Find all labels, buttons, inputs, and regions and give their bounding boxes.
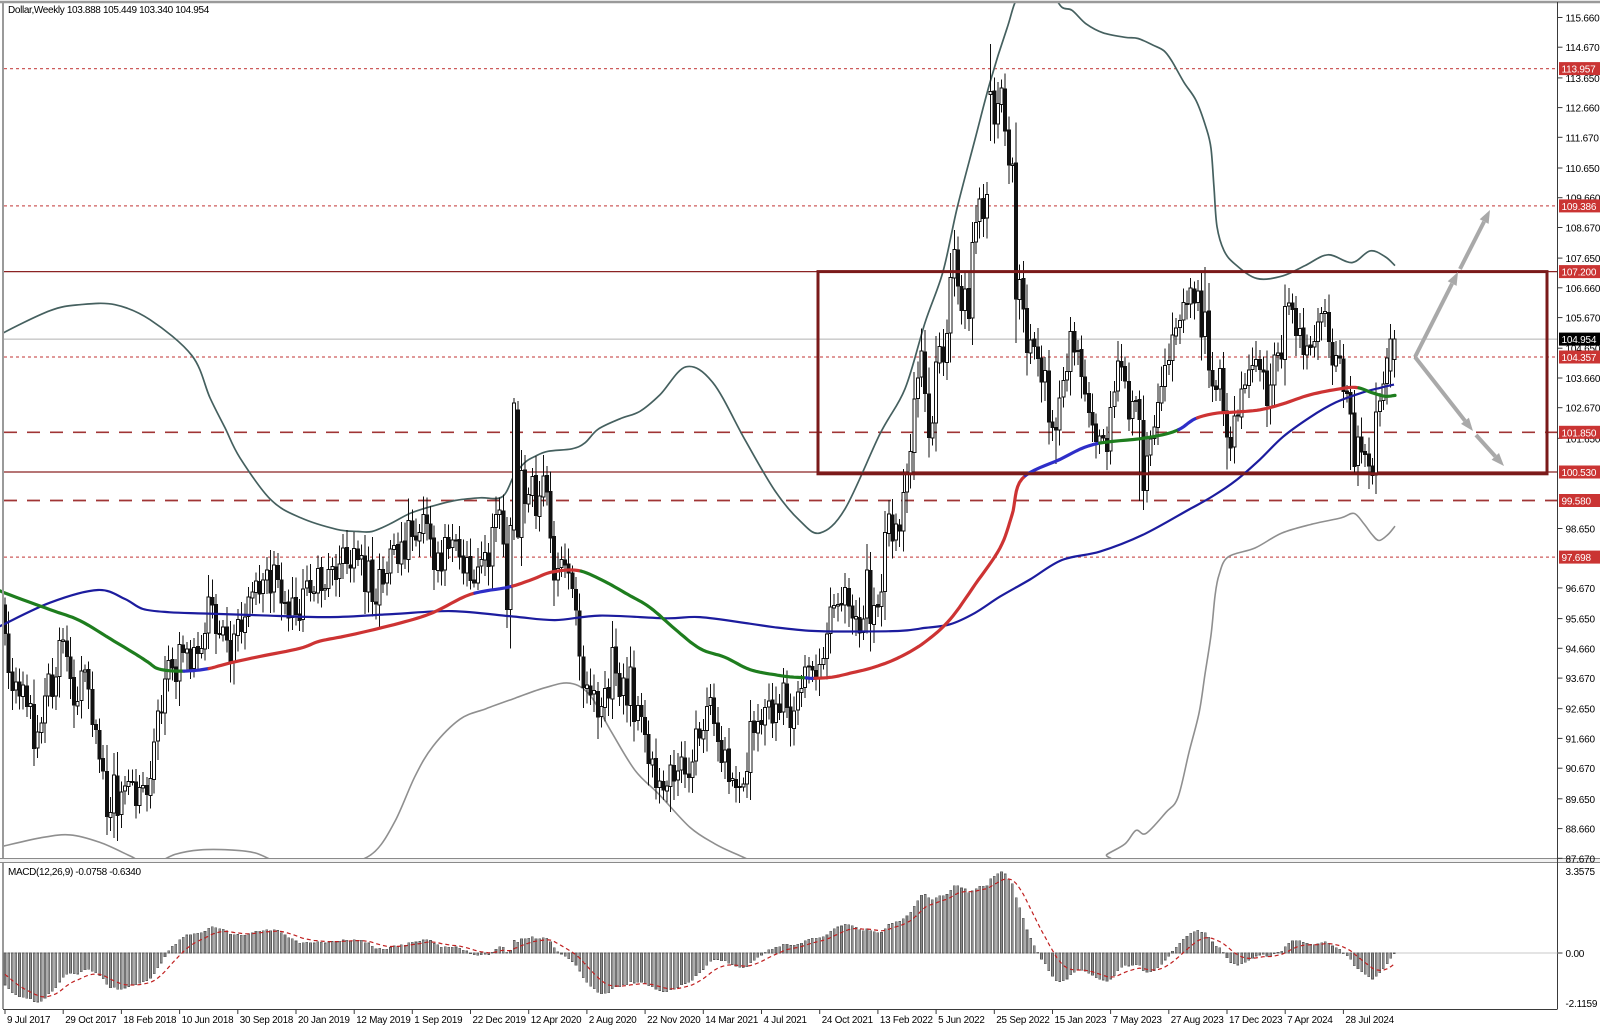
svg-text:14 Mar 2021: 14 Mar 2021 (705, 1015, 758, 1026)
svg-text:18 Feb 2018: 18 Feb 2018 (123, 1015, 177, 1026)
svg-text:107.650: 107.650 (1566, 254, 1600, 265)
svg-text:104.954: 104.954 (1562, 335, 1597, 346)
svg-text:94.660: 94.660 (1566, 644, 1596, 655)
svg-text:30 Sep 2018: 30 Sep 2018 (240, 1015, 294, 1026)
svg-text:24 Oct 2021: 24 Oct 2021 (822, 1015, 873, 1026)
svg-text:115.660: 115.660 (1566, 14, 1600, 25)
svg-text:112.660: 112.660 (1566, 104, 1600, 115)
svg-text:0.00: 0.00 (1566, 949, 1585, 960)
svg-text:101.650: 101.650 (1566, 434, 1600, 445)
svg-text:105.670: 105.670 (1566, 314, 1600, 325)
svg-text:5 Jun 2022: 5 Jun 2022 (938, 1015, 984, 1026)
svg-text:15 Jan 2023: 15 Jan 2023 (1055, 1015, 1107, 1026)
svg-text:7 Apr 2024: 7 Apr 2024 (1287, 1015, 1333, 1026)
svg-text:91.660: 91.660 (1566, 734, 1596, 745)
svg-text:27 Aug 2023: 27 Aug 2023 (1171, 1015, 1225, 1026)
svg-text:89.650: 89.650 (1566, 795, 1596, 806)
svg-text:110.650: 110.650 (1566, 164, 1600, 175)
svg-text:108.670: 108.670 (1566, 224, 1600, 235)
svg-text:95.650: 95.650 (1566, 615, 1596, 626)
svg-text:22 Dec 2019: 22 Dec 2019 (473, 1015, 526, 1026)
svg-text:92.650: 92.650 (1566, 705, 1596, 716)
svg-text:103.660: 103.660 (1566, 374, 1600, 385)
svg-text:106.660: 106.660 (1566, 284, 1600, 295)
svg-text:111.670: 111.670 (1566, 133, 1600, 144)
svg-text:113.957: 113.957 (1562, 65, 1597, 76)
svg-text:104.650: 104.650 (1566, 344, 1600, 355)
svg-text:4 Jul 2021: 4 Jul 2021 (764, 1015, 807, 1026)
svg-text:7 May 2023: 7 May 2023 (1113, 1015, 1163, 1026)
svg-text:102.670: 102.670 (1566, 404, 1600, 415)
svg-text:28 Jul 2024: 28 Jul 2024 (1345, 1015, 1394, 1026)
svg-text:99.580: 99.580 (1562, 497, 1592, 508)
svg-text:97.698: 97.698 (1562, 553, 1592, 564)
svg-text:MACD(12,26,9) -0.0758 -0.6340: MACD(12,26,9) -0.0758 -0.6340 (8, 867, 141, 878)
svg-text:1 Sep 2019: 1 Sep 2019 (414, 1015, 462, 1026)
svg-text:25 Sep 2022: 25 Sep 2022 (996, 1015, 1049, 1026)
svg-text:9 Jul 2017: 9 Jul 2017 (7, 1015, 50, 1026)
svg-text:12 May 2019: 12 May 2019 (356, 1015, 410, 1026)
svg-text:17 Dec 2023: 17 Dec 2023 (1229, 1015, 1283, 1026)
svg-text:98.650: 98.650 (1566, 525, 1596, 536)
svg-text:-2.1159: -2.1159 (1566, 999, 1598, 1010)
svg-text:100.530: 100.530 (1562, 468, 1597, 479)
svg-text:96.670: 96.670 (1566, 584, 1596, 595)
svg-text:113.650: 113.650 (1566, 74, 1600, 85)
svg-text:10 Jun 2018: 10 Jun 2018 (182, 1015, 234, 1026)
svg-text:114.670: 114.670 (1566, 43, 1600, 54)
svg-text:104.357: 104.357 (1562, 353, 1597, 364)
svg-text:109.660: 109.660 (1566, 194, 1600, 205)
svg-text:3.3575: 3.3575 (1566, 867, 1596, 878)
svg-text:22 Nov 2020: 22 Nov 2020 (647, 1015, 701, 1026)
svg-text:20 Jan 2019: 20 Jan 2019 (298, 1015, 350, 1026)
svg-text:29 Oct 2017: 29 Oct 2017 (65, 1015, 116, 1026)
svg-text:101.850: 101.850 (1562, 428, 1597, 439)
svg-text:109.386: 109.386 (1562, 202, 1597, 213)
svg-text:93.670: 93.670 (1566, 674, 1596, 685)
svg-text:88.660: 88.660 (1566, 825, 1596, 836)
svg-text:13 Feb 2022: 13 Feb 2022 (880, 1015, 933, 1026)
svg-text:107.200: 107.200 (1562, 268, 1597, 279)
svg-text:Dollar,Weekly 103.888 105.449: Dollar,Weekly 103.888 105.449 103.340 10… (8, 5, 210, 16)
svg-text:12 Apr 2020: 12 Apr 2020 (531, 1015, 582, 1026)
svg-text:87.670: 87.670 (1566, 854, 1596, 865)
svg-text:90.670: 90.670 (1566, 764, 1596, 775)
svg-text:2 Aug 2020: 2 Aug 2020 (589, 1015, 637, 1026)
